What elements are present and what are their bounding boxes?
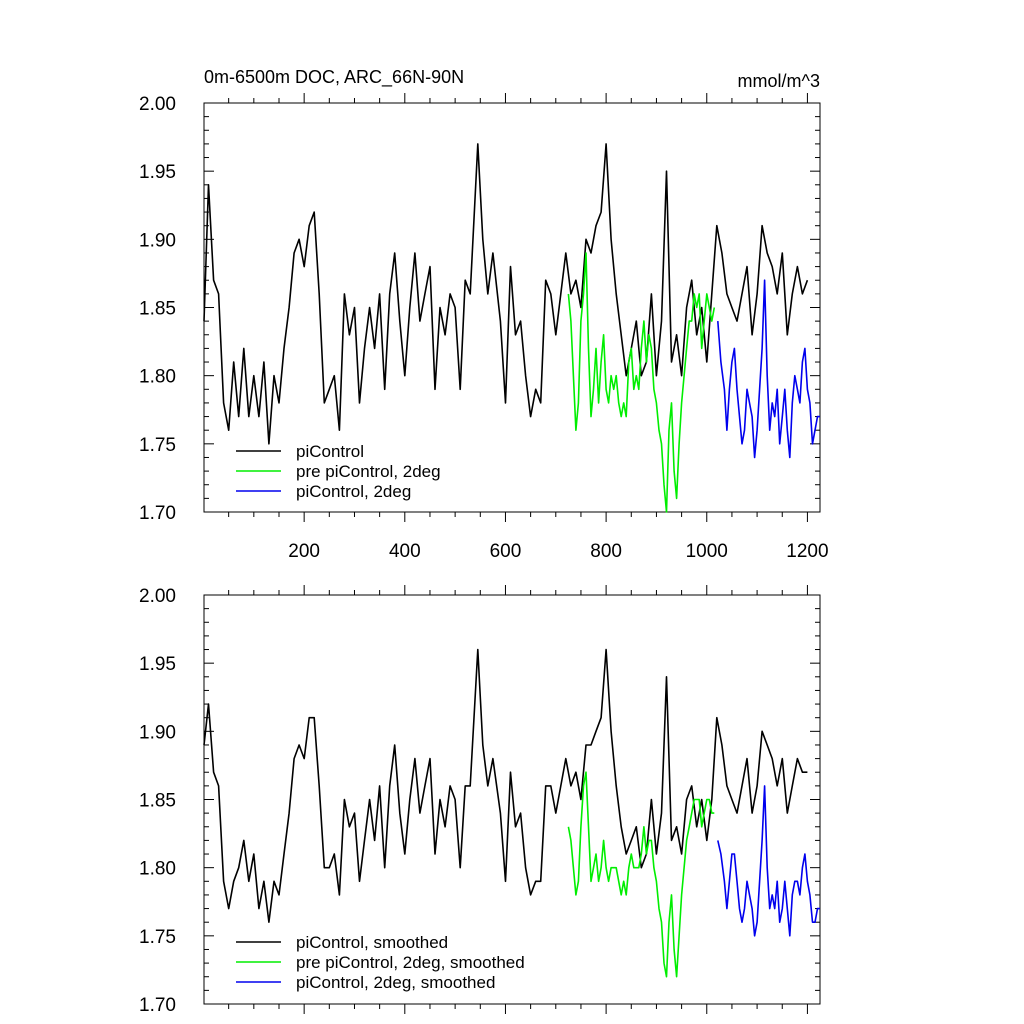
y-tick-label: 1.85 (139, 299, 176, 320)
series-line (717, 785, 820, 937)
y-tick-label: 1.80 (139, 859, 176, 880)
y-tick-label: 1.95 (139, 654, 176, 675)
y-tick-label: 2.00 (139, 94, 176, 115)
series-line (203, 143, 809, 445)
series-line (567, 771, 715, 978)
y-tick-label: 2.00 (139, 586, 176, 607)
x-tick-label: 400 (389, 541, 421, 562)
y-tick-label: 1.90 (139, 230, 176, 251)
legend-label: piControl, 2deg (296, 482, 411, 501)
series-line (717, 279, 820, 459)
legend-label: pre piControl, 2deg (296, 462, 441, 481)
x-tick-label: 600 (490, 541, 522, 562)
y-tick-label: 1.95 (139, 162, 176, 183)
y-tick-label: 1.70 (139, 503, 176, 524)
chart-title: 0m-6500m DOC, ARC_66N-90N (204, 67, 464, 88)
y-tick-label: 1.70 (139, 995, 176, 1016)
legend-label: piControl, smoothed (296, 933, 448, 952)
x-tick-label: 200 (288, 541, 320, 562)
y-tick-label: 1.85 (139, 791, 176, 812)
legend-label: piControl (296, 442, 364, 461)
x-tick-label: 1000 (686, 541, 728, 562)
legend-label: pre piControl, 2deg, smoothed (296, 953, 525, 972)
y-tick-label: 1.75 (139, 927, 176, 948)
series-line (567, 252, 716, 513)
x-tick-label: 800 (590, 541, 622, 562)
y-tick-label: 1.75 (139, 435, 176, 456)
legend-label: piControl, 2deg, smoothed (296, 973, 495, 992)
bottom-panel: 1.70 1.75 1.80 1.85 1.90 1.95 2.00 piControl, s… (139, 585, 821, 1016)
chart-units: mmol/m^3 (738, 71, 820, 91)
x-tick-label: 1200 (786, 541, 828, 562)
top-panel: 1.70 1.75 1.80 1.85 1.90 1.95 2.00 200 400 600 800… (139, 93, 829, 562)
y-tick-label: 1.80 (139, 367, 176, 388)
y-tick-label: 1.90 (139, 722, 176, 743)
series-line (203, 648, 808, 923)
